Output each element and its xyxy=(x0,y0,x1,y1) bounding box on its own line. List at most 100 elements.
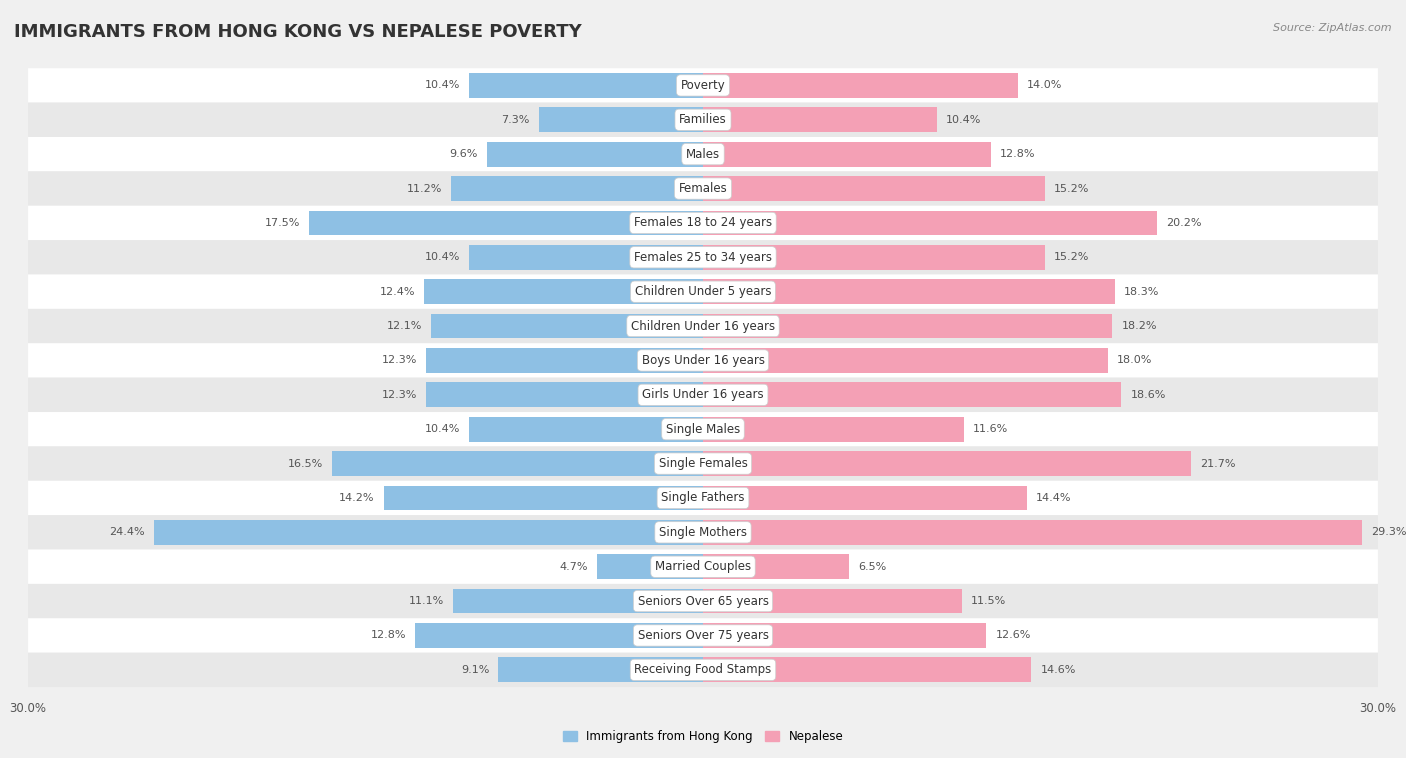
FancyBboxPatch shape xyxy=(28,515,1378,550)
Bar xyxy=(453,589,703,613)
Legend: Immigrants from Hong Kong, Nepalese: Immigrants from Hong Kong, Nepalese xyxy=(558,725,848,748)
Bar xyxy=(430,314,703,338)
FancyBboxPatch shape xyxy=(28,205,1378,240)
Bar xyxy=(470,417,703,442)
Bar xyxy=(703,108,936,132)
FancyBboxPatch shape xyxy=(28,137,1378,171)
Bar xyxy=(703,348,1108,373)
Text: Single Fathers: Single Fathers xyxy=(661,491,745,505)
Text: 10.4%: 10.4% xyxy=(425,424,460,434)
Text: Families: Families xyxy=(679,113,727,127)
Bar xyxy=(470,73,703,98)
Text: 12.3%: 12.3% xyxy=(382,356,418,365)
Text: 11.1%: 11.1% xyxy=(409,596,444,606)
Text: 12.8%: 12.8% xyxy=(371,631,406,641)
Text: Married Couples: Married Couples xyxy=(655,560,751,573)
Bar xyxy=(703,589,962,613)
Bar xyxy=(703,554,849,579)
Text: 10.4%: 10.4% xyxy=(946,114,981,125)
Text: 7.3%: 7.3% xyxy=(502,114,530,125)
Bar xyxy=(425,279,703,304)
Text: 14.4%: 14.4% xyxy=(1036,493,1071,503)
Bar xyxy=(598,554,703,579)
Bar xyxy=(538,108,703,132)
FancyBboxPatch shape xyxy=(28,446,1378,481)
Bar xyxy=(703,279,1115,304)
Text: 9.6%: 9.6% xyxy=(450,149,478,159)
Bar xyxy=(703,520,1362,545)
FancyBboxPatch shape xyxy=(28,619,1378,653)
Text: 14.6%: 14.6% xyxy=(1040,665,1076,675)
Text: 14.2%: 14.2% xyxy=(339,493,374,503)
Text: 24.4%: 24.4% xyxy=(110,528,145,537)
Text: 10.4%: 10.4% xyxy=(425,252,460,262)
Bar xyxy=(426,348,703,373)
FancyBboxPatch shape xyxy=(28,481,1378,515)
Text: 11.2%: 11.2% xyxy=(406,183,441,193)
Bar xyxy=(384,486,703,510)
Text: 6.5%: 6.5% xyxy=(858,562,886,572)
Text: 12.6%: 12.6% xyxy=(995,631,1031,641)
Text: 18.0%: 18.0% xyxy=(1116,356,1153,365)
Text: 15.2%: 15.2% xyxy=(1054,183,1090,193)
FancyBboxPatch shape xyxy=(28,343,1378,377)
Text: 18.2%: 18.2% xyxy=(1122,321,1157,331)
Text: Females: Females xyxy=(679,182,727,195)
Bar xyxy=(703,176,1045,201)
Bar xyxy=(309,211,703,235)
FancyBboxPatch shape xyxy=(28,653,1378,687)
FancyBboxPatch shape xyxy=(28,412,1378,446)
Text: 21.7%: 21.7% xyxy=(1201,459,1236,468)
Text: 18.3%: 18.3% xyxy=(1123,287,1159,296)
Text: Seniors Over 75 years: Seniors Over 75 years xyxy=(637,629,769,642)
Text: IMMIGRANTS FROM HONG KONG VS NEPALESE POVERTY: IMMIGRANTS FROM HONG KONG VS NEPALESE PO… xyxy=(14,23,582,41)
Bar xyxy=(451,176,703,201)
FancyBboxPatch shape xyxy=(28,102,1378,137)
Text: 18.6%: 18.6% xyxy=(1130,390,1166,399)
Text: Males: Males xyxy=(686,148,720,161)
Text: Females 18 to 24 years: Females 18 to 24 years xyxy=(634,217,772,230)
Bar xyxy=(703,211,1157,235)
Text: 12.4%: 12.4% xyxy=(380,287,415,296)
Bar xyxy=(332,451,703,476)
Text: Girls Under 16 years: Girls Under 16 years xyxy=(643,388,763,401)
Text: 10.4%: 10.4% xyxy=(425,80,460,90)
Text: 16.5%: 16.5% xyxy=(288,459,323,468)
Text: Source: ZipAtlas.com: Source: ZipAtlas.com xyxy=(1274,23,1392,33)
Bar xyxy=(703,142,991,167)
Text: 14.0%: 14.0% xyxy=(1026,80,1063,90)
Text: Single Mothers: Single Mothers xyxy=(659,526,747,539)
Text: Boys Under 16 years: Boys Under 16 years xyxy=(641,354,765,367)
FancyBboxPatch shape xyxy=(28,377,1378,412)
Text: Poverty: Poverty xyxy=(681,79,725,92)
Text: Children Under 16 years: Children Under 16 years xyxy=(631,320,775,333)
Bar xyxy=(703,245,1045,270)
Bar xyxy=(486,142,703,167)
FancyBboxPatch shape xyxy=(28,584,1378,619)
Bar xyxy=(426,383,703,407)
Text: 12.8%: 12.8% xyxy=(1000,149,1035,159)
FancyBboxPatch shape xyxy=(28,550,1378,584)
FancyBboxPatch shape xyxy=(28,240,1378,274)
Text: 17.5%: 17.5% xyxy=(264,218,301,228)
FancyBboxPatch shape xyxy=(28,274,1378,309)
Bar xyxy=(703,383,1122,407)
Text: 12.1%: 12.1% xyxy=(387,321,422,331)
Text: 20.2%: 20.2% xyxy=(1167,218,1202,228)
Text: Single Females: Single Females xyxy=(658,457,748,470)
Text: 29.3%: 29.3% xyxy=(1371,528,1406,537)
Bar xyxy=(703,657,1032,682)
Bar xyxy=(703,314,1112,338)
Bar xyxy=(703,73,1018,98)
Text: 9.1%: 9.1% xyxy=(461,665,489,675)
Bar xyxy=(703,417,965,442)
FancyBboxPatch shape xyxy=(28,309,1378,343)
Text: 11.5%: 11.5% xyxy=(970,596,1005,606)
Bar xyxy=(703,623,987,648)
Bar xyxy=(415,623,703,648)
Bar xyxy=(703,486,1026,510)
Bar xyxy=(155,520,703,545)
Text: Receiving Food Stamps: Receiving Food Stamps xyxy=(634,663,772,676)
Text: Seniors Over 65 years: Seniors Over 65 years xyxy=(637,594,769,608)
Bar xyxy=(470,245,703,270)
